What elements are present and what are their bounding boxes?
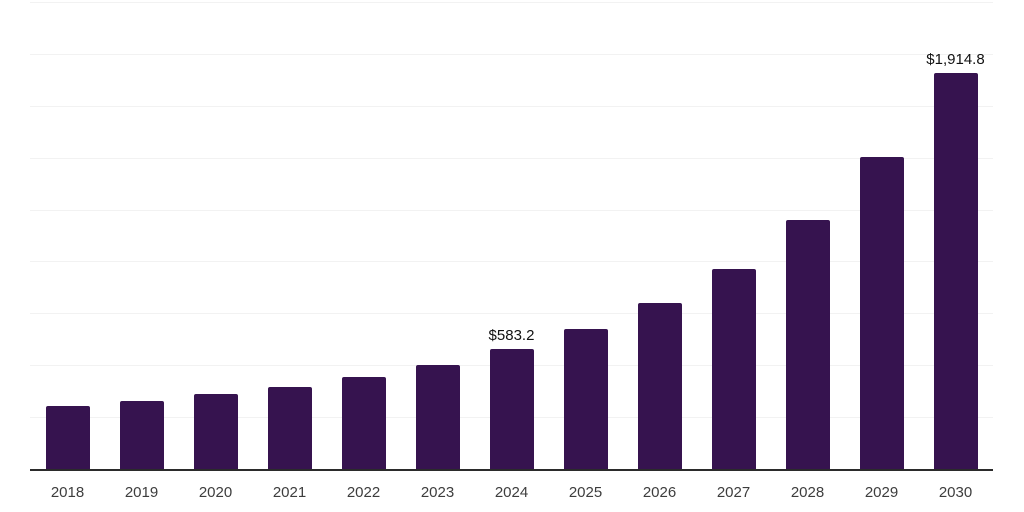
bar-2022 xyxy=(341,377,386,470)
gridline-2000 xyxy=(30,53,993,55)
gridline-1500 xyxy=(30,157,993,159)
gridline-750 xyxy=(30,313,993,315)
x-tick-label-2022: 2022 xyxy=(346,484,381,501)
x-tick-label-2029: 2029 xyxy=(864,484,899,501)
bar-2025 xyxy=(563,328,608,470)
bar-2029 xyxy=(859,156,904,470)
plot-area: $583.2 $1,914.8 xyxy=(30,2,993,471)
bar-2019 xyxy=(119,400,164,470)
bar-2028 xyxy=(785,219,830,470)
gridline-1000 xyxy=(30,261,993,263)
bar-2023 xyxy=(415,364,460,470)
x-tick-label-2023: 2023 xyxy=(420,484,455,501)
bar-2024: $583.2 xyxy=(489,327,534,470)
bar-2018 xyxy=(45,406,90,470)
bars-group: $583.2 $1,914.8 xyxy=(30,3,993,470)
bar-2021 xyxy=(267,386,312,470)
x-tick-label-2019: 2019 xyxy=(124,484,159,501)
x-axis-line xyxy=(30,469,993,471)
x-tick-label-2021: 2021 xyxy=(272,484,307,501)
bar-2030: $1,914.8 xyxy=(926,51,985,470)
bar-2027 xyxy=(711,268,756,470)
x-tick-label-2026: 2026 xyxy=(642,484,677,501)
x-axis-labels: 2018 2019 2020 2021 2022 2023 2024 2025 2026 2027… xyxy=(30,484,993,501)
gridline-2250 xyxy=(30,2,993,3)
x-tick-label-2028: 2028 xyxy=(790,484,825,501)
gridline-1250 xyxy=(30,209,993,211)
data-label-2024: $583.2 xyxy=(488,326,535,344)
x-tick-label-2024: 2024 xyxy=(494,484,529,501)
x-tick-label-2018: 2018 xyxy=(50,484,85,501)
data-label-2030: $1,914.8 xyxy=(926,50,985,68)
x-tick-label-2027: 2027 xyxy=(716,484,751,501)
x-tick-label-2025: 2025 xyxy=(568,484,603,501)
gridline-1750 xyxy=(30,105,993,107)
x-tick-label-2020: 2020 xyxy=(198,484,233,501)
bar-2026 xyxy=(637,302,682,470)
x-tick-label-2030: 2030 xyxy=(938,484,973,501)
bar-2020 xyxy=(193,394,238,470)
